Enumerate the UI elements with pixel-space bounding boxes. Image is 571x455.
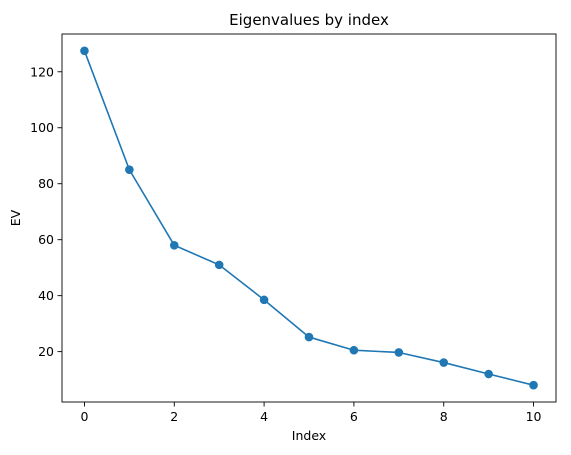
series-layer — [80, 46, 538, 390]
data-point — [529, 380, 538, 390]
y-tick-label: 40 — [38, 288, 54, 303]
x-tick-label: 0 — [80, 409, 88, 424]
x-tick-label: 2 — [170, 409, 178, 424]
y-tick-label: 20 — [38, 344, 54, 359]
data-point — [394, 348, 404, 357]
plot-border — [61, 33, 557, 403]
x-tick-label: 8 — [440, 409, 448, 424]
y-tick-label: 60 — [38, 232, 54, 247]
data-point — [349, 345, 359, 355]
data-point — [484, 369, 493, 379]
x-axis-ticks: 0 2 4 6 8 10 — [80, 402, 542, 424]
data-point — [439, 358, 449, 367]
data-point — [304, 332, 314, 342]
y-axis-label: EV — [8, 209, 23, 226]
data-point — [169, 240, 179, 250]
y-tick-label: 80 — [38, 176, 54, 191]
data-point — [214, 260, 224, 270]
chart-title: Eigenvalues by index — [229, 11, 389, 29]
y-tick-label: 100 — [30, 120, 54, 135]
x-tick-label: 6 — [350, 409, 358, 424]
data-point — [259, 295, 269, 305]
y-tick-label: 120 — [30, 64, 54, 79]
data-point — [125, 165, 134, 175]
plot-frame — [61, 33, 557, 403]
x-axis-label: Index — [292, 428, 326, 443]
y-axis-ticks: 20 40 60 80 100 120 — [30, 64, 62, 359]
data-point — [80, 46, 89, 56]
x-tick-label: 10 — [526, 409, 542, 424]
x-tick-label: 4 — [260, 409, 268, 424]
